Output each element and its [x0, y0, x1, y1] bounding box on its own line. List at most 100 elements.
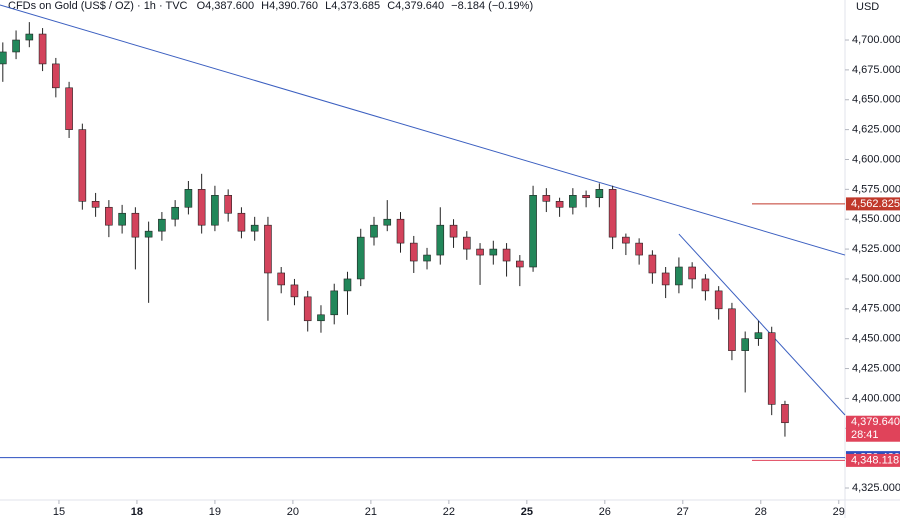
- candle-body: [264, 224, 272, 274]
- y-tick-label: 4,500.000: [852, 273, 900, 285]
- candle-body: [767, 332, 776, 405]
- price-label-box: [846, 453, 900, 467]
- candle-body: [237, 212, 246, 232]
- candle-body: [635, 242, 643, 256]
- candle-body: [741, 338, 749, 351]
- currency: USD: [856, 1, 879, 13]
- candle-body: [131, 212, 140, 238]
- x-tick-label: 20: [287, 506, 299, 518]
- x-tick-label: 26: [599, 506, 611, 518]
- y-tick-label: 4,650.000: [852, 94, 900, 106]
- candle-body: [423, 254, 431, 262]
- change-value: −8.184 (−0.19%): [451, 0, 533, 12]
- candle-body: [211, 195, 219, 226]
- candle-body: [516, 260, 524, 268]
- candle-body: [12, 39, 20, 53]
- candle-body: [52, 63, 60, 89]
- candle-body: [171, 206, 179, 220]
- x-tick-label: 22: [443, 506, 455, 518]
- candle-body: [675, 266, 683, 286]
- price-label-box: [846, 415, 900, 442]
- candle-body: [330, 290, 339, 316]
- price-label: 4,379.640: [851, 416, 900, 428]
- candle-body: [688, 266, 696, 280]
- candle-body: [224, 195, 232, 214]
- candle-body: [158, 218, 166, 232]
- candle-body: [356, 236, 365, 280]
- y-tick-label: 4,600.000: [852, 153, 900, 165]
- x-tick-label: 15: [53, 506, 65, 518]
- y-tick-label: 4,550.000: [852, 213, 900, 225]
- candle-body: [290, 284, 299, 298]
- candle-body: [529, 195, 537, 268]
- candle-body: [383, 218, 392, 226]
- candle-body: [118, 212, 126, 226]
- candle-body: [608, 189, 617, 238]
- x-tick-label: 21: [365, 506, 377, 518]
- y-tick-label: 4,700.000: [852, 34, 900, 46]
- candle-body: [78, 129, 87, 202]
- candle-body: [65, 87, 73, 130]
- candle-body: [0, 51, 7, 65]
- candle-body: [343, 278, 352, 292]
- price-label: 4,562.825: [851, 198, 900, 210]
- candle-body: [489, 248, 498, 256]
- candle-body: [91, 200, 100, 208]
- candle-body: [370, 224, 378, 238]
- x-tick-label: 29: [833, 506, 845, 518]
- candle-body: [595, 189, 604, 199]
- candle-body: [105, 206, 113, 226]
- price-label-box: [846, 197, 900, 211]
- candle-body: [582, 195, 590, 199]
- candle-body: [569, 195, 577, 208]
- candle-body: [462, 236, 471, 250]
- low-value: L4,373.685: [325, 0, 380, 12]
- candle-body: [502, 248, 511, 262]
- trend-line: [0, 4, 846, 256]
- candle-body: [396, 218, 405, 244]
- candle-body: [277, 272, 285, 286]
- symbol: CFDs on Gold (US$ / OZ) · 1h · TVC: [8, 0, 188, 12]
- price-label: 4,348.118: [851, 454, 899, 466]
- candle-body: [38, 33, 47, 65]
- countdown-label: 28:41: [851, 429, 879, 441]
- candle-body: [303, 296, 312, 322]
- candle-body: [197, 189, 206, 226]
- trend-line: [678, 233, 846, 416]
- close-value: C4,379.640: [387, 0, 444, 12]
- y-tick-label: 4,525.000: [852, 243, 900, 255]
- x-tick-label: 18: [131, 506, 143, 518]
- high-value: H4,390.760: [261, 0, 318, 12]
- y-tick-label: 4,625.000: [852, 124, 900, 136]
- candle-body: [622, 236, 630, 244]
- candle-body: [555, 200, 564, 208]
- x-tick-label: 19: [209, 506, 221, 518]
- candle-body: [184, 189, 193, 208]
- candle-body: [25, 33, 34, 41]
- candle-body: [144, 230, 153, 238]
- y-tick-label: 4,400.000: [852, 392, 900, 404]
- candle-body: [250, 224, 259, 232]
- candle-body: [542, 195, 551, 202]
- candle-body: [728, 308, 736, 351]
- x-tick-label: 27: [677, 506, 689, 518]
- candle-body: [781, 404, 789, 424]
- header: CFDs on Gold (US$ / OZ) · 1h · TVC O4,38…: [8, 0, 533, 12]
- y-tick-label: 4,675.000: [852, 64, 900, 76]
- candle-body: [661, 272, 670, 286]
- y-tick-label: 4,325.000: [852, 482, 900, 494]
- y-tick-label: 4,575.000: [852, 183, 900, 195]
- candle-body: [701, 278, 710, 292]
- candle-body: [648, 254, 657, 274]
- candle-body: [317, 314, 325, 322]
- candle-body: [449, 224, 458, 238]
- open-value: O4,387.600: [197, 0, 255, 12]
- x-tick-label: 28: [755, 506, 767, 518]
- y-tick-label: 4,475.000: [852, 303, 900, 315]
- y-tick-label: 4,425.000: [852, 362, 900, 374]
- candle-body: [714, 290, 723, 310]
- y-tick-label: 4,450.000: [852, 333, 900, 345]
- candle-body: [476, 248, 484, 256]
- candle-body: [754, 332, 763, 339]
